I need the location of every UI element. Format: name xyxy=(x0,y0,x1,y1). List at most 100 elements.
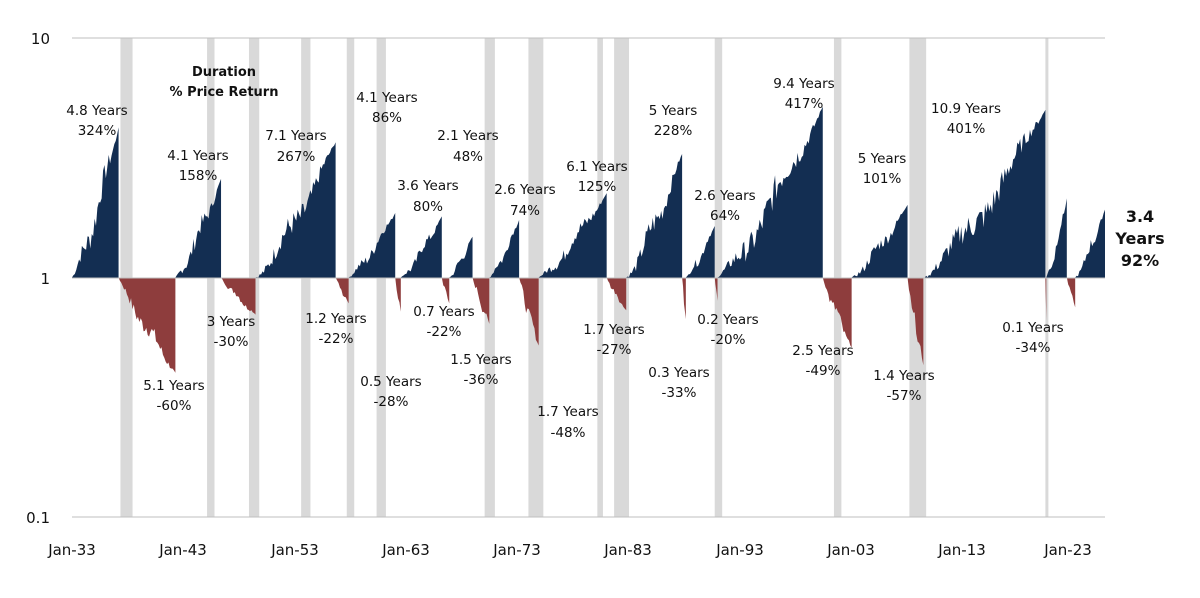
duration-label: 1.7 Years xyxy=(537,404,598,420)
duration-label: 4.1 Years xyxy=(356,90,417,106)
bull-market-area xyxy=(538,193,607,278)
bull-market-area xyxy=(717,106,823,278)
return-label: 267% xyxy=(277,149,316,165)
duration-label: 0.1 Years xyxy=(1002,320,1063,336)
bear-market-area xyxy=(221,277,256,315)
duration-label: 6.1 Years xyxy=(566,159,627,175)
x-tick-label: Jan-33 xyxy=(47,541,96,559)
bear-market-area xyxy=(441,277,450,304)
current-value: 3.4 xyxy=(1126,207,1154,226)
x-tick-label: Jan-43 xyxy=(158,541,207,559)
bull-market-area xyxy=(1075,209,1105,278)
bull-market-area xyxy=(1046,198,1067,278)
return-label: 80% xyxy=(413,199,443,215)
duration-label: 1.5 Years xyxy=(450,352,511,368)
current-duration: Years xyxy=(1114,229,1164,248)
return-label: 48% xyxy=(453,149,483,165)
return-label: 158% xyxy=(179,168,218,184)
return-label: 401% xyxy=(947,121,986,137)
x-axis: Jan-33 Jan-43 Jan-53 Jan-63 Jan-73 Jan-8… xyxy=(47,541,1092,559)
bull-market-area xyxy=(851,204,908,278)
bear-market-area xyxy=(519,277,539,346)
duration-label: 1.7 Years xyxy=(583,322,644,338)
bear-market-area xyxy=(1066,277,1076,308)
duration-label: 7.1 Years xyxy=(265,128,326,144)
x-tick-label: Jan-23 xyxy=(1043,541,1092,559)
bull-market-area xyxy=(626,153,683,278)
y-tick-label: 0.1 xyxy=(26,509,50,527)
duration-label: 2.1 Years xyxy=(437,128,498,144)
market-annotations: 4.8 Years 324% 5.1 Years -60% 4.1 Years … xyxy=(66,76,1063,441)
return-label: -36% xyxy=(464,372,499,388)
duration-label: 3.6 Years xyxy=(397,178,458,194)
bear-market-area xyxy=(606,277,627,311)
return-label: 324% xyxy=(78,123,117,139)
x-tick-label: Jan-93 xyxy=(715,541,764,559)
bull-market-area xyxy=(175,178,222,278)
return-label: 101% xyxy=(863,171,902,187)
return-label: -22% xyxy=(427,324,462,340)
return-label: 74% xyxy=(510,203,540,219)
duration-label: 0.7 Years xyxy=(413,304,474,320)
duration-label: 10.9 Years xyxy=(931,101,1001,117)
header-price-return: % Price Return xyxy=(170,85,279,100)
return-label: -33% xyxy=(662,385,697,401)
return-label: -30% xyxy=(214,334,249,350)
duration-label: 4.8 Years xyxy=(66,103,127,119)
current-return: 92% xyxy=(1121,251,1159,270)
bear-market-area xyxy=(335,277,349,304)
return-label: -28% xyxy=(374,394,409,410)
bear-market-area xyxy=(395,277,401,312)
return-label: -48% xyxy=(551,425,586,441)
duration-label: 1.2 Years xyxy=(305,311,366,327)
duration-label: 5.1 Years xyxy=(143,378,204,394)
legend-header: Duration % Price Return xyxy=(170,65,279,100)
header-duration: Duration xyxy=(192,65,256,80)
bull-market-area xyxy=(255,142,336,278)
bear-market-area xyxy=(714,277,718,301)
duration-label: 5 Years xyxy=(649,103,698,119)
bull-market-area xyxy=(72,127,119,278)
duration-label: 1.4 Years xyxy=(873,368,934,384)
bull-market-area xyxy=(348,212,396,278)
duration-label: 0.3 Years xyxy=(648,365,709,381)
bull-market-area xyxy=(685,226,715,278)
y-tick-label: 1 xyxy=(40,270,50,288)
market-areas xyxy=(72,106,1105,373)
x-tick-label: Jan-13 xyxy=(937,541,986,559)
return-label: -20% xyxy=(711,332,746,348)
current-bull-callout: 3.4 Years 92% xyxy=(1114,207,1164,270)
return-label: 125% xyxy=(578,179,617,195)
bull-market-area xyxy=(923,109,1046,278)
duration-label: 2.6 Years xyxy=(494,182,555,198)
bear-market-area xyxy=(472,277,490,324)
x-tick-label: Jan-63 xyxy=(381,541,430,559)
duration-label: 4.1 Years xyxy=(167,148,228,164)
x-tick-label: Jan-73 xyxy=(492,541,541,559)
bear-market-area xyxy=(682,277,686,320)
duration-label: 2.5 Years xyxy=(792,343,853,359)
bull-market-area xyxy=(400,216,442,278)
bull-market-area xyxy=(449,236,473,278)
duration-label: 0.2 Years xyxy=(697,312,758,328)
duration-label: 9.4 Years xyxy=(773,76,834,92)
return-label: 86% xyxy=(372,110,402,126)
duration-label: 3 Years xyxy=(207,314,256,330)
x-tick-label: Jan-83 xyxy=(603,541,652,559)
return-label: -60% xyxy=(157,398,192,414)
y-axis: 10 1 0.1 xyxy=(26,30,50,527)
x-tick-label: Jan-03 xyxy=(826,541,875,559)
return-label: 228% xyxy=(654,123,693,139)
duration-label: 0.5 Years xyxy=(360,374,421,390)
return-label: 64% xyxy=(710,208,740,224)
return-label: -22% xyxy=(319,331,354,347)
return-label: -49% xyxy=(806,363,841,379)
y-tick-label: 10 xyxy=(31,30,50,48)
bear-market-area xyxy=(907,277,924,366)
duration-label: 5 Years xyxy=(858,151,907,167)
bear-market-area xyxy=(1045,277,1047,321)
bull-market-area xyxy=(489,219,520,278)
duration-label: 2.6 Years xyxy=(694,188,755,204)
return-label: -57% xyxy=(887,388,922,404)
